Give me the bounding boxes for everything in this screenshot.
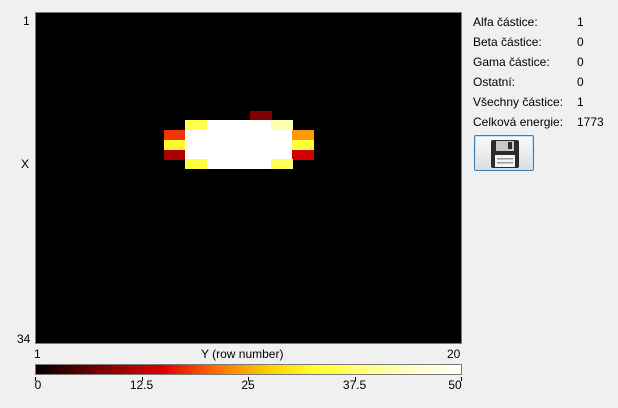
beta-value: 0: [577, 35, 584, 49]
all-particles-label: Všechny částice:: [473, 95, 564, 109]
heatmap-cell: [185, 120, 208, 131]
gamma-label: Gama částice:: [473, 55, 550, 69]
heatmap-cell: [206, 139, 229, 150]
heatmap-cell: [164, 130, 187, 141]
colorbar-tick-label: 0: [34, 378, 42, 392]
alpha-value: 1: [577, 15, 584, 29]
heatmap-cell: [249, 110, 272, 121]
heatmap-cell: [228, 159, 251, 170]
heatmap-cell: [164, 149, 187, 160]
x-axis-right-label: 20: [447, 347, 461, 361]
heatmap-cell: [185, 139, 208, 150]
colorbar-tick-label: 12.5: [129, 378, 154, 392]
beta-label: Beta částice:: [473, 35, 542, 49]
detector-heatmap: [35, 12, 462, 344]
colorbar-tick: [461, 377, 462, 381]
heatmap-cell: [292, 149, 315, 160]
heatmap-cell: [270, 139, 293, 150]
heatmap-cell: [270, 120, 293, 131]
heatmap-cell: [228, 120, 251, 131]
heatmap-cell: [249, 149, 272, 160]
heatmap-cell: [185, 149, 208, 160]
colorbar-tick: [35, 377, 36, 381]
y-axis-bottom-label: 34: [17, 332, 31, 346]
y-axis-top-label: 1: [23, 14, 30, 28]
colorbar-tick-label: 37.5: [342, 378, 367, 392]
heatmap-cell: [206, 130, 229, 141]
heatmap-cell: [292, 130, 315, 141]
floppy-disk-icon: [491, 140, 519, 168]
heatmap-cell: [249, 120, 272, 131]
colorbar-tick-label: 50: [448, 378, 462, 392]
total-energy-label: Celková energie:: [473, 115, 564, 129]
other-label: Ostatní:: [473, 75, 516, 89]
other-value: 0: [577, 75, 584, 89]
heatmap-cell: [270, 159, 293, 170]
heatmap-cell: [228, 139, 251, 150]
all-particles-value: 1: [577, 95, 584, 109]
total-energy-value: 1773: [577, 115, 604, 129]
heatmap-cell: [206, 149, 229, 160]
heatmap-cell: [249, 130, 272, 141]
heatmap-cell: [164, 139, 187, 150]
alpha-label: Alfa částice:: [473, 15, 538, 29]
heatmap-cell: [249, 139, 272, 150]
heatmap-cell: [228, 130, 251, 141]
x-axis-left-label: 1: [34, 347, 41, 361]
heatmap-cell: [228, 149, 251, 160]
heatmap-cell: [249, 159, 272, 170]
heatmap-cell: [270, 130, 293, 141]
heatmap-cell: [206, 159, 229, 170]
heatmap-cell: [185, 159, 208, 170]
colorbar: [35, 364, 462, 375]
heatmap-cell: [185, 130, 208, 141]
gamma-value: 0: [577, 55, 584, 69]
heatmap-cell: [270, 149, 293, 160]
save-button[interactable]: [474, 135, 534, 171]
colorbar-tick-label: 25: [241, 378, 255, 392]
x-axis-title: Y (row number): [201, 347, 284, 361]
colorbar-tick: [354, 377, 356, 381]
y-axis-title: X: [21, 157, 30, 171]
colorbar-tick: [141, 377, 143, 381]
heatmap-cell: [206, 120, 229, 131]
colorbar-tick: [248, 377, 249, 381]
heatmap-cell: [292, 139, 315, 150]
